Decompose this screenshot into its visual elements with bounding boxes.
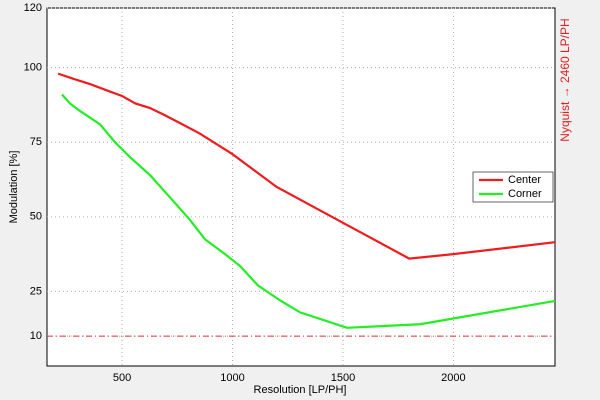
y-axis-title: Modulation [%] bbox=[8, 151, 20, 224]
y-tick-label: 100 bbox=[24, 62, 42, 74]
legend-label: Center bbox=[508, 174, 541, 186]
legend-box bbox=[472, 171, 554, 203]
x-tick-label: 1500 bbox=[331, 372, 355, 384]
x-tick-label: 2000 bbox=[441, 372, 465, 384]
y-tick-label: 25 bbox=[30, 285, 42, 297]
x-axis-title: Resolution [LP/PH] bbox=[254, 384, 347, 396]
y-tick-label: 75 bbox=[30, 136, 42, 148]
legend-label: Corner bbox=[508, 188, 542, 200]
line-series bbox=[57, 72, 556, 260]
x-tick-label: 1000 bbox=[220, 372, 244, 384]
y-tick-label: 50 bbox=[30, 211, 42, 223]
nyquist-annotation: Nyquist → 2460 LP/PH bbox=[558, 18, 572, 141]
line-series bbox=[61, 93, 556, 329]
y-tick-label: 120 bbox=[24, 2, 42, 14]
y-tick-label: 10 bbox=[30, 330, 42, 342]
x-tick-label: 500 bbox=[113, 372, 131, 384]
